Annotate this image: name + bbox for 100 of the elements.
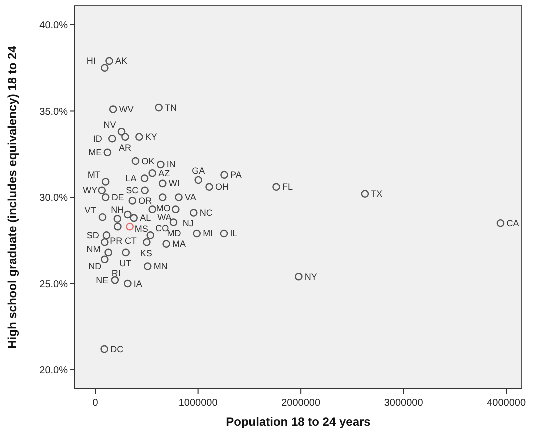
annotation: SD <box>86 230 100 240</box>
annotation: IN <box>166 160 176 170</box>
point <box>136 133 144 142</box>
point <box>170 218 178 226</box>
point <box>98 186 106 194</box>
annotation: TN <box>165 102 178 113</box>
annotation: UT <box>120 258 132 269</box>
annotation: AR <box>118 143 132 154</box>
point <box>106 57 114 66</box>
annotation: PR <box>110 236 124 246</box>
annotation: MS <box>134 224 148 234</box>
annotation: IL <box>230 228 238 239</box>
point <box>361 190 370 198</box>
y-tick-label: 35.0% <box>40 106 68 118</box>
y-tick-label: 30.0% <box>40 193 68 204</box>
annotation: KS <box>140 248 152 258</box>
annotation: NY <box>304 272 318 282</box>
point <box>126 222 134 231</box>
annotation: MT <box>88 170 102 180</box>
point <box>220 171 228 179</box>
point <box>98 213 107 222</box>
point <box>155 104 163 112</box>
point <box>172 206 180 214</box>
annotation: IA <box>134 278 142 289</box>
point <box>104 248 112 257</box>
x-tick-label: 2000000 <box>282 398 321 409</box>
point <box>295 272 303 281</box>
annotation: CT <box>124 236 138 246</box>
annotation: ME <box>88 148 102 158</box>
point <box>118 128 126 136</box>
x-tick-label: 4000000 <box>487 398 526 409</box>
point <box>124 210 132 219</box>
point <box>206 183 214 192</box>
point <box>111 276 120 284</box>
point <box>146 232 155 240</box>
point <box>220 230 228 238</box>
annotation: DC <box>110 344 124 354</box>
point <box>122 133 130 142</box>
annotation: MN <box>154 262 168 272</box>
point <box>102 232 111 240</box>
annotation: NC <box>200 208 214 218</box>
annotation: MO <box>156 204 171 214</box>
annotation: NH <box>111 205 124 216</box>
point <box>132 157 140 166</box>
annotation: OK <box>142 156 155 166</box>
annotation: CA <box>506 218 520 228</box>
annotation: WV <box>119 104 134 115</box>
point <box>140 174 149 182</box>
point <box>102 178 110 186</box>
point <box>114 215 122 223</box>
point <box>496 219 505 228</box>
annotation: GA <box>192 166 206 176</box>
point <box>101 238 109 246</box>
annotation: AK <box>116 56 128 66</box>
x-tick-label: 1000000 <box>178 398 218 409</box>
point <box>194 176 203 184</box>
point <box>148 169 156 178</box>
annotation: WY <box>83 186 98 196</box>
annotation: AL <box>140 213 152 224</box>
point <box>175 194 183 202</box>
point <box>108 134 116 143</box>
point <box>144 262 152 270</box>
annotation: TX <box>371 189 383 200</box>
point <box>162 240 170 248</box>
point <box>101 256 109 264</box>
annotation: NM <box>86 244 101 254</box>
annotation: RI <box>112 268 121 279</box>
x-tick-label: 3000000 <box>384 398 424 409</box>
annotation: NJ <box>182 218 194 229</box>
annotation: VA <box>184 192 196 202</box>
annotation: FL <box>282 182 294 192</box>
x-tick-label: 0 <box>92 398 99 409</box>
point <box>109 106 118 114</box>
point <box>100 345 108 354</box>
point <box>114 222 122 231</box>
point <box>157 160 165 169</box>
point <box>190 209 198 217</box>
point <box>124 280 132 288</box>
annotation: VT <box>84 205 97 216</box>
annotation: AZ <box>158 168 171 178</box>
annotation: OH <box>216 182 230 192</box>
point <box>143 238 151 246</box>
point <box>101 64 109 72</box>
annotation: NE <box>96 275 109 286</box>
y-tick-label: 25.0% <box>40 279 68 290</box>
point <box>148 206 156 214</box>
annotation: SC <box>126 186 140 196</box>
point <box>122 248 130 257</box>
point <box>130 214 138 222</box>
point <box>102 194 110 202</box>
annotation: KY <box>145 132 158 142</box>
annotation: HI <box>86 56 96 66</box>
annotation: MI <box>203 228 214 239</box>
annotation: MA <box>172 239 186 250</box>
x-axis-title: Population 18 to 24 years <box>226 415 372 429</box>
annotation: LA <box>126 174 137 184</box>
point <box>158 180 167 188</box>
point <box>128 197 137 205</box>
point <box>193 230 201 238</box>
annotation: ID <box>93 134 103 144</box>
